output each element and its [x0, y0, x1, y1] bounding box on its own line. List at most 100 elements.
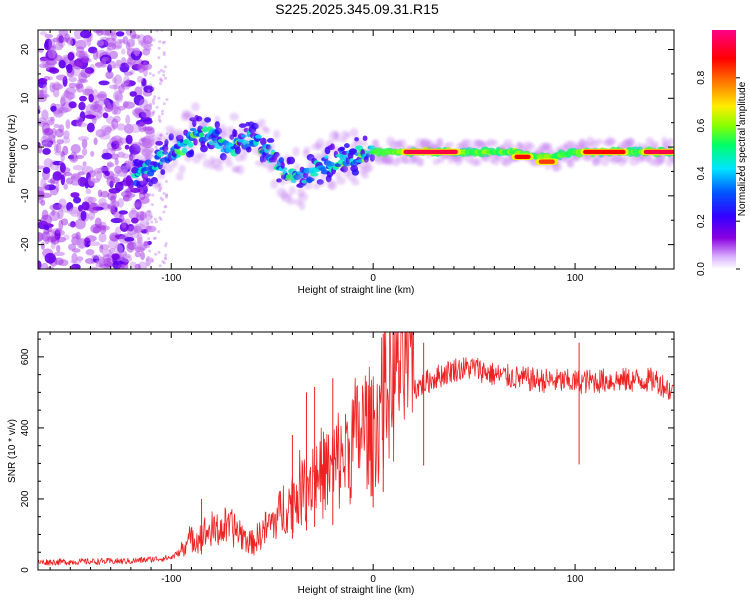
spectrogram-blob: [157, 115, 161, 119]
spectrogram-blob: [240, 152, 248, 161]
spectrogram-blob: [53, 251, 66, 257]
spectrogram-blob: [157, 46, 161, 50]
spectrogram-blob: [270, 179, 279, 190]
spectrogram-blob: [158, 40, 162, 44]
spectrogram-blob: [70, 259, 82, 265]
spectrogram-blob: [110, 199, 116, 207]
spectrogram-blob: [85, 249, 95, 256]
spectrogram-xtick-label: 100: [567, 273, 584, 284]
spectrogram-blob: [116, 123, 126, 131]
spectrogram-blob: [155, 30, 159, 33]
spectrogram-blob: [148, 249, 152, 253]
spectrogram-blob: [220, 131, 229, 138]
spectrogram-blob: [225, 160, 234, 168]
spectrogram-blob: [63, 183, 68, 190]
spectrogram-blob: [43, 75, 50, 81]
snr-axes: -100 0 100 0 200 400 600: [20, 332, 674, 585]
spectrogram-blob: [159, 77, 163, 81]
spectrogram-blob: [114, 92, 124, 103]
spectrogram-blob: [152, 38, 156, 42]
spectrogram-blob: [285, 192, 293, 199]
spectrogram-blob: [187, 141, 194, 148]
spectrogram-blob: [42, 166, 51, 174]
spectrogram-blob: [131, 217, 139, 224]
spectrogram-blob: [627, 139, 636, 148]
spectrogram-blob: [147, 89, 151, 93]
spectrogram-blob: [88, 241, 101, 247]
spectrogram-blob: [108, 247, 115, 254]
spectrogram-blob: [159, 217, 163, 221]
spectrogram-blob: [73, 196, 82, 204]
spectrogram-blob: [111, 118, 119, 130]
spectrogram-blob: [125, 134, 133, 145]
spectrogram-blob: [154, 252, 158, 256]
spectrogram-blob: [134, 263, 141, 269]
spectrogram-blob: [126, 78, 131, 84]
spectrogram-blob: [151, 99, 155, 103]
snr-xtick-label: 0: [370, 574, 376, 585]
spectrogram-blob: [124, 71, 133, 76]
spectrogram-blob: [99, 244, 104, 253]
spectrogram-blob: [327, 181, 337, 191]
spectrogram-blob: [163, 40, 167, 44]
spectrogram-blob: [155, 140, 164, 146]
spectrogram-blob: [155, 132, 165, 141]
spectrogram-blob: [334, 132, 341, 143]
spectrogram-blob: [134, 241, 144, 250]
spectrogram-blob: [38, 144, 43, 154]
spectrogram-blob: [40, 199, 46, 206]
spectrogram-blob: [238, 123, 247, 128]
spectrogram-blob: [118, 39, 126, 44]
spectrogram-blob: [147, 213, 151, 217]
spectrogram-blob: [142, 61, 149, 71]
spectrogram-blob: [67, 222, 77, 227]
spectrogram-blob: [349, 128, 359, 138]
spectrogram-blob: [86, 122, 95, 133]
spectrogram-blob: [349, 148, 357, 155]
colorbar: 0.0 0.2 0.4 0.6 0.8 Normalized spectral ampl…: [696, 30, 748, 276]
spectrogram-blob: [77, 204, 84, 212]
spectrogram-blob: [153, 236, 157, 240]
colorbar-tick-label: 0.4: [696, 166, 707, 180]
spectrogram-blob: [62, 145, 69, 156]
spectrogram-blob: [162, 192, 166, 196]
spectrogram-blob: [92, 226, 100, 234]
spectrogram-ytick-label: 10: [20, 92, 31, 104]
spectrogram-blob: [162, 50, 166, 54]
spectrogram-blob: [54, 41, 64, 51]
spectrogram-blob: [151, 193, 155, 197]
colorbar-tick-label: 0.2: [696, 214, 707, 228]
snr-ytick-label: 0: [20, 567, 31, 573]
spectrogram-blob: [463, 138, 473, 146]
spectrogram-blob: [94, 217, 102, 229]
spectrogram-blob: [111, 253, 120, 261]
spectrogram-blob: [171, 158, 178, 168]
spectrogram-peak-segment: [538, 159, 555, 164]
snr-xtick-label: -100: [161, 574, 181, 585]
spectrogram-blob: [93, 137, 98, 146]
spectrogram-blob: [158, 216, 162, 220]
spectrogram-blob: [567, 159, 575, 168]
spectrogram-blob: [142, 48, 151, 56]
spectrogram-blob: [55, 181, 60, 192]
spectrogram-blob: [39, 63, 49, 69]
spectrogram-blob: [98, 80, 110, 86]
spectrogram-blob: [130, 36, 136, 47]
spectrogram-blob: [71, 248, 81, 253]
spectrogram-blob: [154, 220, 158, 224]
spectrogram-blob: [143, 192, 150, 198]
spectrogram-blob: [74, 39, 87, 50]
spectrogram-blob: [88, 93, 94, 103]
spectrogram-blob: [99, 225, 107, 235]
spectrogram-blob: [105, 71, 114, 80]
spectrogram-blob: [77, 136, 90, 141]
spectrogram-blob: [147, 209, 151, 213]
spectrogram-blob: [204, 117, 212, 123]
spectrogram-blob: [222, 155, 232, 163]
spectrogram-blob: [163, 163, 174, 173]
spectrogram-blob: [55, 74, 68, 81]
spectrogram-blob: [189, 149, 195, 157]
spectrogram-blob: [96, 93, 106, 99]
spectrogram-blob: [473, 158, 482, 167]
spectrogram-blob: [56, 33, 64, 44]
